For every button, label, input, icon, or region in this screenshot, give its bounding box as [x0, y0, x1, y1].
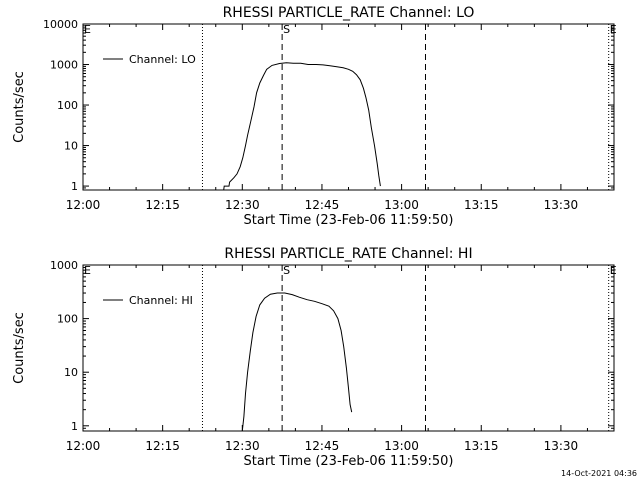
x-tick-label: 13:00 [384, 439, 419, 453]
x-tick-label: 12:15 [145, 439, 180, 453]
y-tick-label: 1000 [50, 59, 78, 72]
legend-label: Channel: HI [129, 294, 193, 307]
y-tick-label: 1 [71, 420, 78, 433]
time-marker-label: S [283, 23, 290, 36]
x-tick-label: 12:30 [225, 439, 260, 453]
x-tick-label: 12:45 [305, 439, 340, 453]
plot-frame [82, 264, 615, 432]
chart-title: RHESSI PARTICLE_RATE Channel: HI [224, 246, 472, 262]
chart-title: RHESSI PARTICLE_RATE Channel: LO [223, 5, 475, 21]
x-tick-label: 13:15 [464, 439, 499, 453]
x-axis-label: Start Time (23-Feb-06 11:59:50) [244, 454, 454, 469]
x-axis-label: Start Time (23-Feb-06 11:59:50) [244, 213, 454, 228]
time-marker-label: E [84, 23, 91, 36]
x-tick-label: 13:15 [464, 198, 499, 212]
x-tick-label: 12:15 [145, 198, 180, 212]
y-axis-label: Counts/sec [12, 71, 27, 143]
x-tick-label: 13:30 [544, 439, 579, 453]
plot-frame [82, 23, 615, 191]
y-tick-label: 1 [71, 180, 78, 193]
chart-panel-hi: RHESSI PARTICLE_RATE Channel: HIE S E12:00… [12, 246, 617, 469]
series-line [241, 292, 353, 432]
x-tick-label: 12:30 [225, 198, 260, 212]
footer-timestamp: 14-Oct-2021 04:36 [561, 469, 637, 478]
x-tick-label: 12:00 [66, 439, 101, 453]
y-tick-label: 10000 [43, 18, 78, 31]
y-tick-label: 100 [57, 99, 78, 112]
x-tick-label: 12:45 [305, 198, 340, 212]
y-tick-label: 1000 [50, 259, 78, 272]
series-line [223, 62, 381, 191]
y-tick-label: 10 [64, 366, 78, 379]
y-tick-label: 100 [57, 313, 78, 326]
y-tick-label: 10 [64, 140, 78, 153]
y-axis-label: Counts/sec [12, 312, 27, 384]
legend-label: Channel: LO [129, 53, 196, 66]
chart-panel-lo: RHESSI PARTICLE_RATE Channel: LO E S E 12:00… [12, 5, 617, 228]
x-tick-label: 13:30 [544, 198, 579, 212]
time-marker-label: E [84, 264, 91, 277]
x-tick-label: 12:00 [66, 198, 101, 212]
time-marker-label: E [610, 23, 617, 36]
time-marker-label: S [283, 264, 290, 277]
x-tick-label: 13:00 [384, 198, 419, 212]
